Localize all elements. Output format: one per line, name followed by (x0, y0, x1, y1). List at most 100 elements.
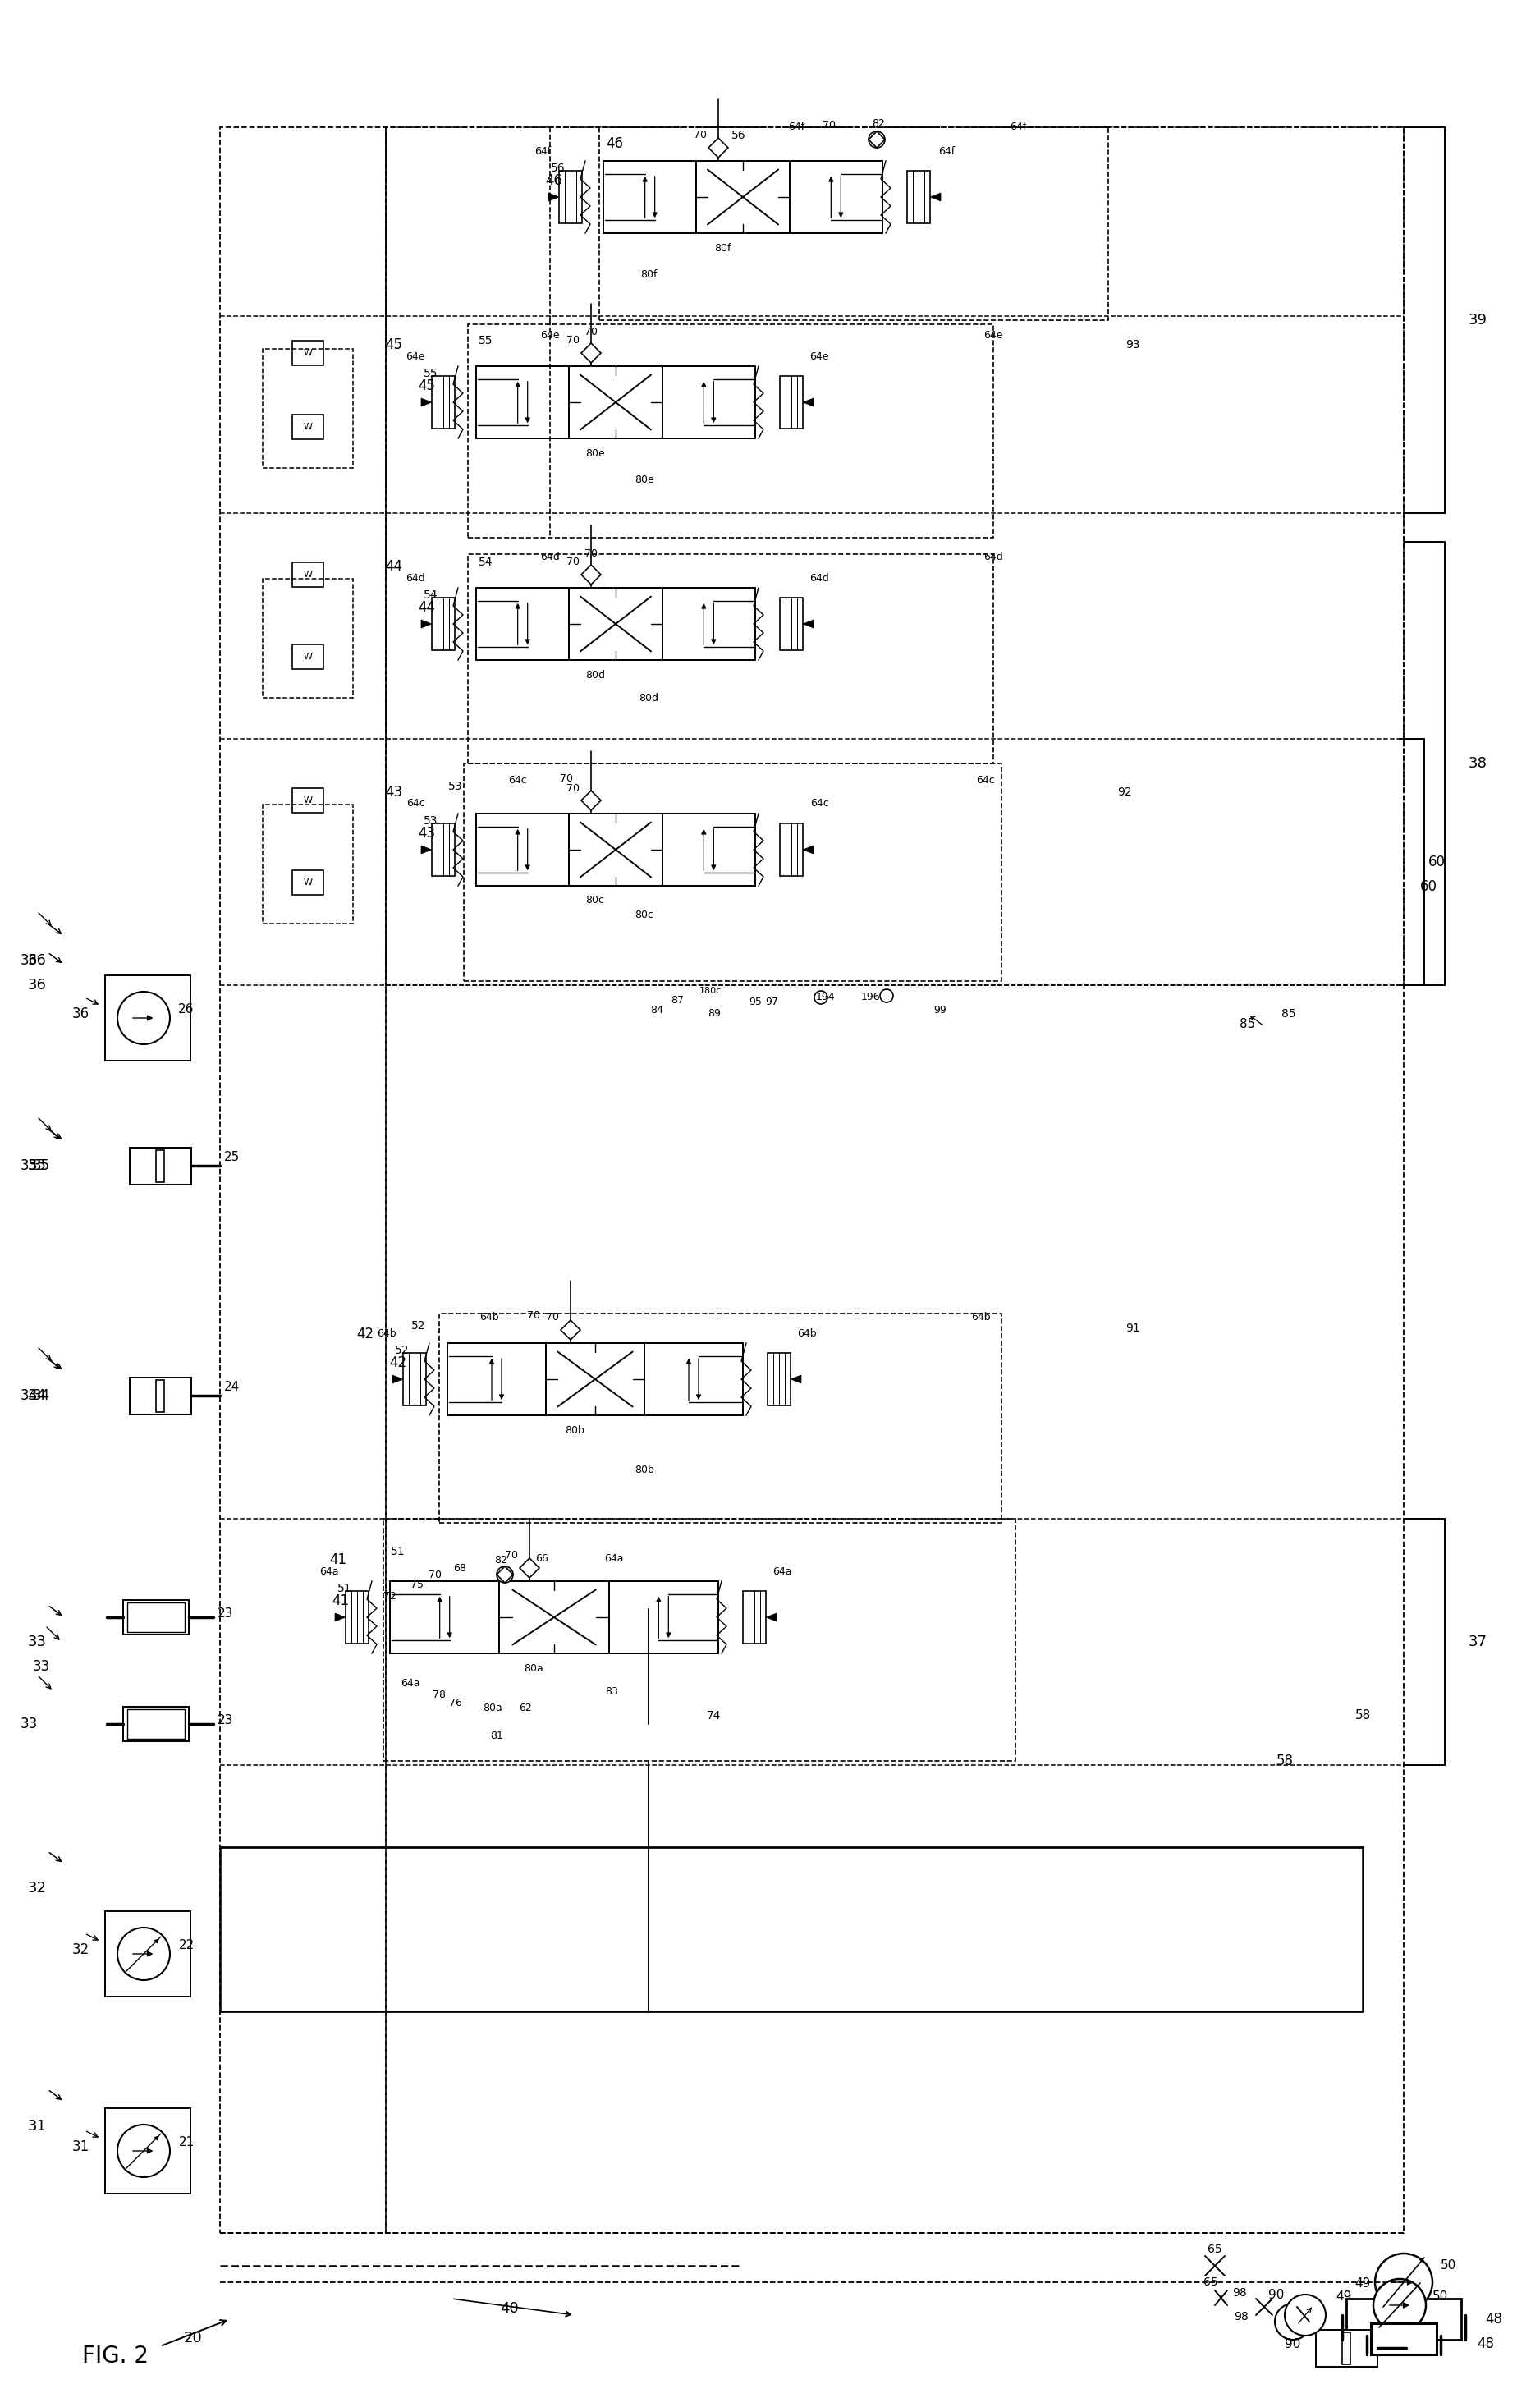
Bar (476, 367, 570, 439)
Text: 62: 62 (519, 1703, 531, 1712)
Text: 64c: 64c (508, 775, 527, 784)
Text: 44: 44 (385, 559, 402, 573)
Bar (105, 2108, 191, 2194)
Polygon shape (334, 1614, 345, 1621)
Polygon shape (561, 1319, 581, 1340)
Bar (1371, 2324, 1437, 2355)
Bar (129, 1376, 191, 1415)
Text: 74: 74 (707, 1710, 721, 1722)
Text: 64f: 64f (788, 122, 804, 132)
Polygon shape (869, 132, 885, 149)
Text: 60: 60 (1428, 854, 1445, 870)
Text: 66: 66 (536, 1554, 548, 1563)
Text: 33: 33 (20, 1717, 37, 1731)
Text: 21: 21 (179, 2137, 194, 2149)
Text: 194: 194 (815, 993, 835, 1002)
Text: 85: 85 (1281, 1007, 1297, 1019)
Text: 46: 46 (545, 173, 562, 187)
Text: 49: 49 (1355, 2278, 1371, 2290)
Text: 45: 45 (385, 338, 402, 353)
Text: 64f: 64f (534, 146, 551, 156)
Text: 35: 35 (32, 1158, 49, 1173)
Text: 39: 39 (1468, 312, 1488, 329)
Text: 64f: 64f (938, 146, 955, 156)
Text: 89: 89 (708, 1010, 721, 1019)
Bar (105, 1911, 191, 1998)
Circle shape (496, 1566, 513, 1583)
Text: 70: 70 (428, 1568, 442, 1580)
Text: 80b: 80b (565, 1424, 584, 1436)
Bar (767, 1352, 790, 1405)
Text: 33: 33 (28, 1635, 46, 1650)
Bar (644, 1343, 742, 1415)
Text: 64e: 64e (541, 329, 559, 341)
Text: 64a: 64a (604, 1554, 624, 1563)
Text: 64e: 64e (405, 350, 425, 362)
Bar (105, 976, 191, 1060)
Text: 70: 70 (693, 129, 707, 141)
Polygon shape (519, 1559, 539, 1578)
Bar (570, 367, 662, 439)
Polygon shape (420, 398, 431, 405)
Text: 42: 42 (390, 1355, 407, 1369)
Bar (345, 1592, 368, 1643)
Text: 64d: 64d (405, 573, 425, 583)
Text: 95: 95 (748, 995, 762, 1007)
Text: 65: 65 (1207, 2245, 1223, 2254)
Text: 36: 36 (72, 1007, 89, 1022)
Text: 52: 52 (411, 1319, 427, 1331)
Text: 49: 49 (1335, 2290, 1352, 2302)
Text: 34: 34 (28, 1388, 46, 1403)
Bar (779, 823, 802, 875)
Text: 53: 53 (424, 815, 439, 827)
Text: 70: 70 (505, 1552, 517, 1561)
Text: 70: 70 (527, 1309, 541, 1321)
Text: 64a: 64a (319, 1566, 339, 1575)
Text: 22: 22 (179, 1940, 194, 1952)
Text: 90: 90 (1284, 2338, 1301, 2350)
Text: 36: 36 (28, 978, 46, 993)
Text: 64c: 64c (407, 799, 425, 808)
Bar (293, 341, 323, 364)
Text: 43: 43 (419, 825, 436, 842)
Text: 78: 78 (433, 1691, 445, 1700)
Text: 31: 31 (28, 2120, 46, 2134)
Text: 33: 33 (32, 1659, 49, 1674)
Text: 35: 35 (20, 1158, 37, 1173)
Polygon shape (802, 398, 813, 405)
Text: 35: 35 (28, 1158, 46, 1173)
Bar (499, 1580, 608, 1652)
Text: 68: 68 (453, 1563, 467, 1573)
Text: 80f: 80f (641, 269, 658, 281)
Text: 58: 58 (1355, 1710, 1371, 1722)
Text: 56: 56 (551, 163, 565, 175)
Bar (431, 823, 454, 875)
Text: 84: 84 (650, 1005, 664, 1014)
Bar (545, 1343, 644, 1415)
Bar (570, 588, 662, 659)
Bar (439, 1314, 1001, 1523)
Polygon shape (420, 846, 431, 854)
Text: 53: 53 (448, 782, 464, 791)
Polygon shape (581, 343, 601, 362)
Text: 80e: 80e (634, 475, 654, 484)
Text: 23: 23 (217, 1607, 234, 1619)
Text: 40: 40 (499, 2302, 519, 2316)
Text: 70: 70 (561, 772, 573, 784)
Text: 64f: 64f (1010, 122, 1026, 132)
Bar (293, 415, 323, 439)
Text: 70: 70 (585, 549, 598, 559)
Text: 31: 31 (72, 2139, 89, 2153)
Text: 41: 41 (330, 1552, 347, 1568)
Text: 87: 87 (671, 995, 684, 1005)
Bar (662, 588, 755, 659)
Text: 80e: 80e (585, 448, 605, 458)
Text: 64b: 64b (377, 1328, 396, 1338)
Text: 80a: 80a (524, 1662, 544, 1674)
Text: 54: 54 (479, 556, 493, 568)
Text: 38: 38 (1468, 755, 1488, 770)
Text: 97: 97 (765, 995, 778, 1007)
Text: 70: 70 (545, 1312, 559, 1324)
Bar (156, 1379, 165, 1412)
Bar (559, 170, 582, 223)
